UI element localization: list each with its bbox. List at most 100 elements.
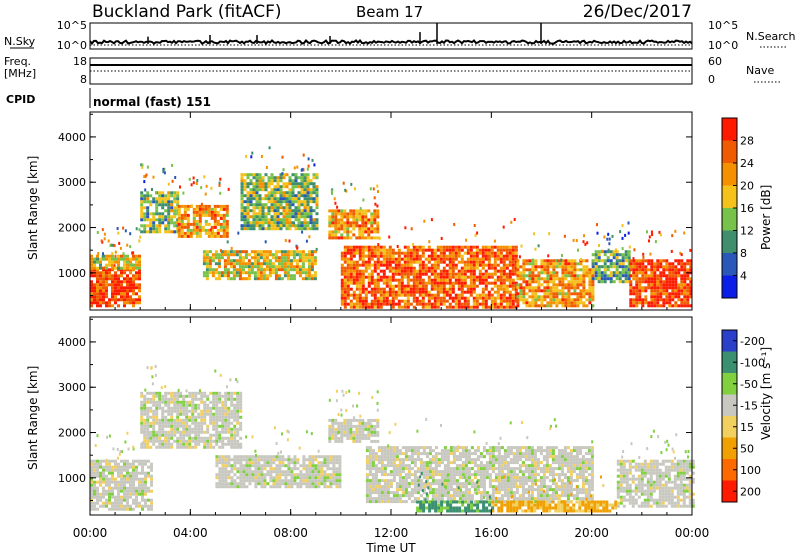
heatmap-cell	[117, 498, 120, 502]
heatmap-cell	[273, 206, 277, 210]
heatmap-cell	[194, 442, 198, 446]
heatmap-cell	[394, 296, 398, 300]
heatmap-cell	[146, 209, 150, 213]
heatmap-cell	[346, 269, 350, 273]
heatmap-cell	[564, 292, 568, 296]
heatmap-cell	[200, 409, 204, 413]
heatmap-cell	[656, 295, 660, 299]
heatmap-cell	[335, 467, 339, 471]
heatmap-cell	[267, 191, 271, 195]
heatmap-cell	[207, 231, 211, 235]
heatmap-cell	[123, 295, 126, 299]
heatmap-cell	[522, 280, 526, 284]
heatmap-cell	[487, 293, 491, 297]
heatmap-cell	[364, 296, 368, 300]
heatmap-cell	[576, 277, 580, 281]
heatmap-cell	[241, 259, 245, 263]
heatmap-cell	[391, 266, 395, 270]
heatmap-cell	[380, 458, 384, 462]
heatmap-cell	[635, 298, 639, 302]
heatmap-cell	[212, 439, 216, 443]
heatmap-cell	[179, 430, 183, 434]
heatmap-cell	[451, 266, 455, 270]
heatmap-cell	[334, 212, 338, 216]
heatmap-cell	[368, 473, 372, 477]
heatmap-cell	[340, 299, 344, 303]
heatmap-cell	[247, 265, 251, 269]
heatmap-cell	[463, 284, 467, 288]
heatmap-cell	[334, 236, 338, 240]
colorbar-tick-label: 12	[740, 225, 754, 238]
heatmap-cell	[185, 424, 189, 428]
heatmap-cell	[591, 289, 595, 293]
heatmap-cell	[113, 244, 116, 248]
heatmap-cell	[191, 403, 195, 407]
heatmap-cell	[132, 254, 135, 258]
heatmap-cell	[224, 412, 228, 416]
heatmap-cell	[232, 259, 236, 263]
heatmap-cell	[309, 200, 313, 204]
heatmap-cell	[167, 212, 171, 216]
heatmap-cell	[612, 265, 616, 269]
heatmap-cell	[376, 433, 380, 437]
heatmap-cell	[298, 256, 302, 260]
heatmap-cell	[146, 424, 150, 428]
heatmap-cell	[496, 263, 500, 267]
velocity-heatmap	[90, 365, 695, 513]
heatmap-cell	[343, 421, 347, 425]
heatmap-cell	[143, 197, 147, 201]
heatmap-cell	[268, 265, 272, 269]
heatmap-cell	[93, 268, 96, 272]
heatmap-cell	[225, 225, 229, 229]
heatmap-cell	[279, 197, 283, 201]
heatmap-cell	[195, 225, 199, 229]
heatmap-cell	[164, 224, 168, 228]
heatmap-cell	[445, 278, 449, 282]
heatmap-region	[140, 163, 180, 234]
heatmap-cell	[307, 250, 311, 254]
heatmap-cell	[252, 227, 256, 231]
heatmap-cell	[250, 271, 254, 275]
heatmap-cell	[194, 433, 198, 437]
heatmap-cell	[256, 256, 260, 260]
heatmap-cell	[549, 295, 553, 299]
heatmap-cell	[433, 266, 437, 270]
heatmap-cell	[379, 254, 383, 258]
heatmap-cell	[567, 265, 571, 269]
heatmap-cell	[537, 271, 541, 275]
heatmap-cell	[328, 433, 332, 437]
heatmap-cell	[511, 302, 515, 306]
heatmap-cell	[291, 224, 295, 228]
heatmap-cell	[222, 234, 226, 238]
heatmap-cell	[388, 287, 392, 291]
heatmap-cell	[227, 482, 231, 486]
heatmap-cell	[224, 421, 228, 425]
heatmap-cell	[418, 263, 422, 267]
heatmap-cell	[525, 274, 529, 278]
heatmap-cell	[120, 289, 123, 293]
heatmap-cell	[203, 415, 207, 419]
heatmap-cell	[337, 427, 341, 431]
heatmap-cell	[99, 498, 102, 502]
heatmap-cell	[525, 286, 529, 290]
heatmap-cell	[376, 287, 380, 291]
heatmap-cell	[129, 277, 132, 281]
heatmap-cell	[627, 259, 631, 263]
heatmap-cell	[370, 224, 374, 228]
heatmap-cell	[359, 207, 362, 211]
heatmap-cell	[642, 255, 645, 259]
heatmap-cell	[312, 200, 316, 204]
heatmap-cell	[508, 281, 512, 285]
heatmap-cell	[406, 245, 410, 249]
heatmap-cell	[224, 479, 228, 483]
heatmap-cell	[158, 418, 162, 422]
heatmap-cell	[627, 280, 631, 284]
heatmap-cell	[368, 452, 372, 456]
heatmap-cell	[406, 260, 410, 264]
heatmap-cell	[285, 227, 289, 231]
heatmap-cell	[279, 221, 283, 225]
heatmap-cell	[342, 181, 345, 185]
heatmap-cell	[90, 254, 93, 258]
heatmap-cell	[508, 251, 512, 255]
heatmap-cell	[340, 254, 344, 258]
